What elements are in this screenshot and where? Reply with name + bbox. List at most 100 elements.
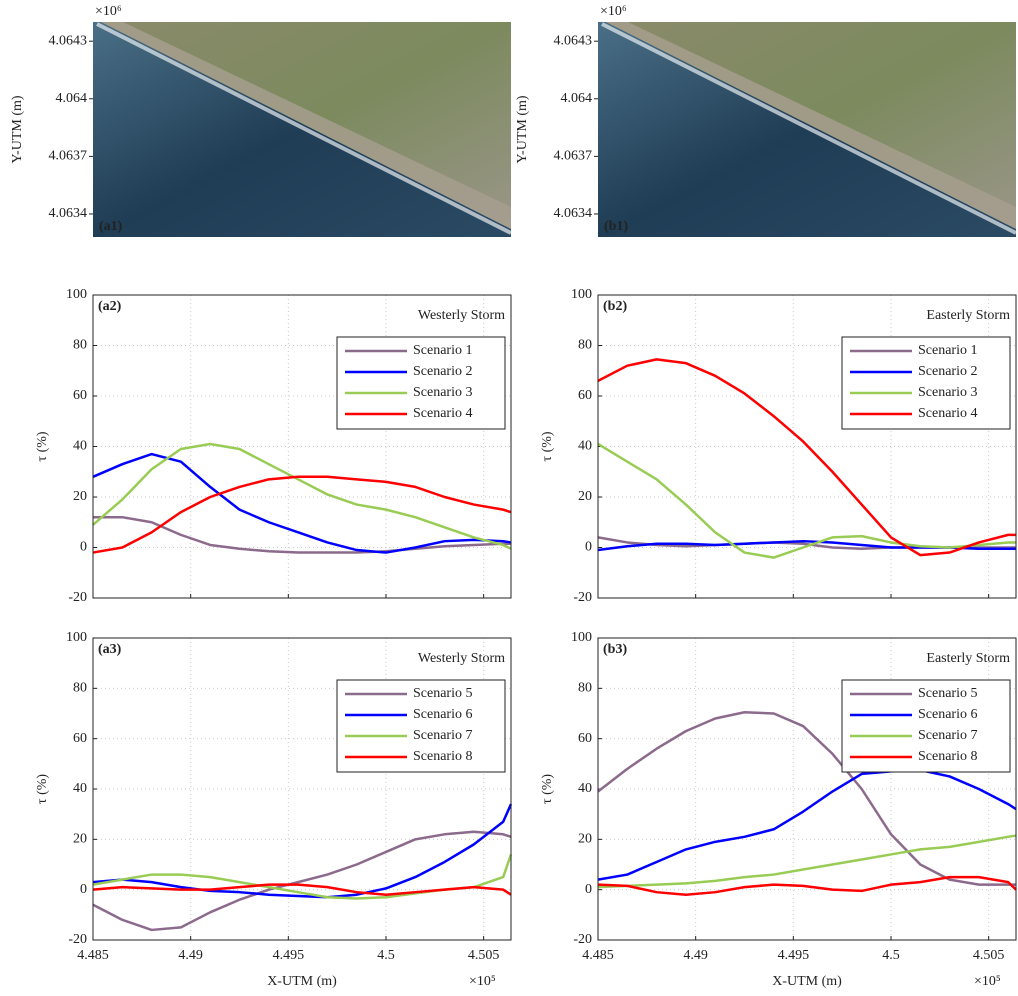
- aerial-surf: [96, 22, 512, 235]
- y-axis-label: Y-UTM (m): [515, 95, 530, 163]
- data-line: [597, 710, 1016, 886]
- y-tick-label: 4.0634: [554, 206, 593, 221]
- aerial-surf: [601, 22, 1017, 235]
- panel: -20 0 20 40 60 80 100 (a2) Westerly Storm τ (%) Sc…: [35, 287, 512, 605]
- y-tick-label: 40: [73, 781, 87, 796]
- y-tick-label: 80: [578, 681, 592, 696]
- x-tick-label: 4.495: [273, 948, 305, 963]
- legend-label: Scenario 1: [918, 343, 977, 358]
- data-line: [597, 358, 1016, 557]
- x-tick-label: 4.5: [882, 948, 900, 963]
- data-line: [92, 830, 512, 932]
- x-tick-label: 4.5: [377, 948, 395, 963]
- data-line: [92, 883, 512, 896]
- y-tick-label: 4.0643: [49, 33, 88, 48]
- legend-label: Scenario 8: [918, 749, 977, 764]
- y-tick-label: 20: [578, 489, 592, 504]
- legend-label: Scenario 2: [918, 364, 977, 379]
- chart-title: Westerly Storm: [418, 308, 505, 323]
- panel: (a1) ×10⁶ Y-UTM (m) 4.0634 4.0637 4.064 4.0643: [10, 4, 512, 237]
- y-tick-label: 20: [73, 489, 87, 504]
- y-tick-label: 0: [585, 540, 592, 555]
- x-tick-label: 4.49: [178, 948, 203, 963]
- y-tick-label: 80: [73, 338, 87, 353]
- y-tick-label: 0: [80, 540, 87, 555]
- y-tick-label: 100: [571, 630, 592, 645]
- aerial-beach: [606, 22, 1016, 229]
- legend-label: Scenario 4: [413, 406, 472, 421]
- legend-label: Scenario 3: [918, 385, 977, 400]
- y-tick-label: 80: [73, 681, 87, 696]
- y-tick-label: 0: [585, 882, 592, 897]
- panel-label: (a3): [98, 642, 122, 657]
- data-line: [597, 875, 1017, 896]
- x-axis-label: X-UTM (m): [267, 974, 337, 989]
- legend-label: Scenario 6: [413, 707, 472, 722]
- panel: (b1) ×10⁶ Y-UTM (m) 4.0634 4.0637 4.064 4.0643: [515, 4, 1017, 237]
- y-axis-label: τ (%): [35, 431, 50, 461]
- x-tick-label: 4.485: [77, 948, 109, 963]
- y-exponent: ×10⁶: [600, 4, 627, 19]
- legend-label: Scenario 6: [918, 707, 977, 722]
- chart-title: Easterly Storm: [926, 651, 1010, 666]
- y-exponent: ×10⁶: [95, 4, 122, 19]
- x-axis-label: X-UTM (m): [772, 974, 842, 989]
- y-tick-label: 60: [73, 388, 87, 403]
- y-tick-label: 40: [578, 781, 592, 796]
- y-tick-label: 40: [73, 439, 87, 454]
- axes-box: [92, 637, 512, 941]
- y-tick-label: 4.0643: [554, 33, 593, 48]
- legend-label: Scenario 5: [413, 686, 472, 701]
- y-axis-label: Y-UTM (m): [10, 95, 25, 163]
- legend-label: Scenario 1: [413, 343, 472, 358]
- x-tick-label: 4.485: [582, 948, 614, 963]
- y-tick-label: 4.0634: [49, 206, 88, 221]
- y-tick-label: -20: [68, 590, 87, 605]
- y-axis-label: τ (%): [35, 774, 50, 804]
- x-tick-label: 4.505: [973, 948, 1005, 963]
- axes-box: [597, 637, 1017, 941]
- y-tick-label: -20: [68, 932, 87, 947]
- data-line: [93, 515, 511, 554]
- y-tick-label: 100: [66, 287, 87, 302]
- data-line: [597, 768, 1017, 881]
- y-tick-label: 40: [578, 439, 592, 454]
- data-line: [92, 442, 512, 550]
- y-axis-label: τ (%): [540, 431, 555, 461]
- y-tick-label: 100: [571, 287, 592, 302]
- y-tick-label: -20: [573, 932, 592, 947]
- legend-box: [336, 679, 506, 773]
- legend-label: Scenario 2: [413, 364, 472, 379]
- legend-label: Scenario 5: [918, 686, 977, 701]
- data-line: [92, 475, 512, 554]
- y-tick-label: 4.0637: [554, 149, 593, 164]
- legend-label: Scenario 8: [413, 749, 472, 764]
- panel-label: (b3): [603, 642, 627, 657]
- y-tick-label: 60: [73, 731, 87, 746]
- y-tick-label: 4.064: [56, 91, 88, 106]
- panel: -20 0 20 40 60 80 100 4.485 4.49 4.495 4.5 4.505 (b3…: [540, 630, 1017, 989]
- y-axis-label: τ (%): [540, 774, 555, 804]
- axes-box: [92, 294, 512, 599]
- y-tick-label: 20: [73, 832, 87, 847]
- legend-label: Scenario 7: [413, 728, 472, 743]
- y-tick-label: 60: [578, 731, 592, 746]
- legend-label: Scenario 4: [918, 406, 977, 421]
- data-line: [92, 803, 513, 899]
- y-tick-label: 80: [578, 338, 592, 353]
- panel-label: (b1): [604, 219, 628, 234]
- y-tick-label: 100: [66, 630, 87, 645]
- y-tick-label: -20: [573, 590, 592, 605]
- x-exponent: ×10⁵: [974, 974, 1001, 989]
- legend-label: Scenario 3: [413, 385, 472, 400]
- aerial-beach: [101, 22, 511, 229]
- panel-label: (a2): [98, 299, 122, 314]
- chart-title: Easterly Storm: [926, 308, 1010, 323]
- panel: -20 0 20 40 60 80 100 4.485 4.49 4.495 4.5 4.505 (a3…: [35, 630, 513, 989]
- x-tick-label: 4.505: [468, 948, 500, 963]
- axes-box: [597, 294, 1017, 599]
- panel: -20 0 20 40 60 80 100 (b2) Easterly Storm τ (%) Sc…: [540, 287, 1017, 605]
- x-exponent: ×10⁵: [469, 974, 496, 989]
